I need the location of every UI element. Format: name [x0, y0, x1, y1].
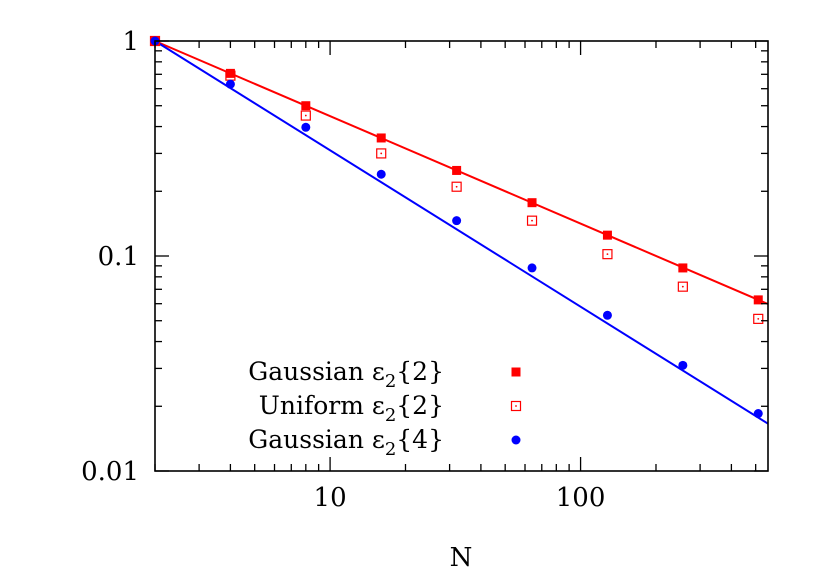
data-point-s2-2: [301, 122, 311, 132]
data-point-s1-8: [753, 313, 764, 324]
y-tick-label: 0.01: [81, 457, 139, 487]
x-tick-label: 10: [314, 483, 347, 513]
y-tick-label: 0.1: [98, 242, 139, 272]
x-tick-label: 100: [556, 483, 606, 513]
data-point-s2-6: [602, 310, 612, 320]
data-point-s0-3: [376, 133, 386, 143]
data-point-s2-4: [452, 216, 462, 226]
legend-marker: [511, 367, 521, 377]
data-point-s2-7: [678, 360, 688, 370]
data-point-s1-4: [451, 181, 462, 192]
tick-labels: 10 100 1 0.1 0.01: [81, 27, 605, 513]
data-point-s2-5: [527, 263, 537, 273]
y-tick-label: 1: [122, 27, 139, 57]
x-axis-label: N: [450, 543, 473, 573]
data-point-s0-8: [753, 295, 763, 305]
data-point-s0-5: [527, 198, 537, 208]
data-point-s1-3: [376, 148, 387, 159]
fit-line-1: [154, 40, 769, 425]
data-point-s0-7: [678, 263, 688, 273]
data-point-s2-8: [753, 409, 763, 419]
data-point-s0-6: [602, 230, 612, 240]
data-point-s2-3: [376, 169, 386, 179]
legend: Gaussian ε2{2}Uniform ε2{2}Gaussian ε2{4…: [248, 357, 522, 460]
legend-label: Gaussian ε2{4}: [248, 425, 444, 460]
data-markers: [149, 35, 764, 419]
data-point-s2-1: [225, 79, 235, 89]
legend-label: Uniform ε2{2}: [259, 391, 444, 426]
data-point-s0-1: [225, 68, 235, 78]
data-point-s0-4: [452, 165, 462, 175]
fit-line-0: [154, 40, 769, 305]
data-point-s1-2: [300, 110, 311, 121]
plot-frame: [154, 40, 769, 472]
axis-ticks: [154, 40, 768, 472]
legend-marker: [510, 400, 522, 412]
data-point-s1-6: [602, 249, 613, 260]
data-point-s0-2: [301, 101, 311, 111]
data-point-s1-5: [526, 215, 538, 226]
legend-marker: [511, 435, 521, 445]
fit-lines: [154, 40, 769, 425]
legend-label: Gaussian ε2{2}: [248, 357, 444, 392]
data-point-s1-7: [677, 281, 688, 292]
